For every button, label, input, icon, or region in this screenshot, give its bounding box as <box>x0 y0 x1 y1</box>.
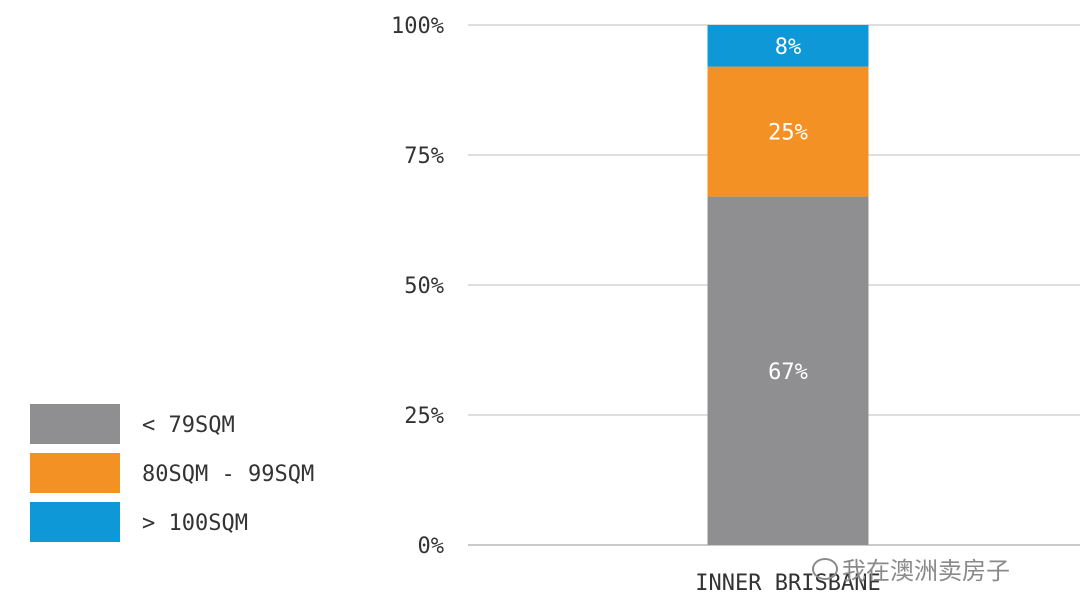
legend-swatch <box>30 453 120 493</box>
bar-segment <box>707 66 869 197</box>
bars: 67% 25% 8% <box>707 25 869 545</box>
watermark-text: 我在澳洲卖房子 <box>842 557 1010 585</box>
legend-swatch <box>30 502 120 542</box>
y-tick-label: 0% <box>418 534 445 559</box>
x-axis-category-labels: INNER BRISBANE <box>695 571 880 596</box>
watermark: 我在澳洲卖房子 <box>812 551 1010 586</box>
y-tick-label: 100% <box>391 14 444 39</box>
y-axis-tick-labels: 0% 25% 50% 75% 100% <box>391 14 444 559</box>
bar-segment-label: 67% <box>768 360 808 385</box>
legend: < 79SQM 80SQM - 99SQM > 100SQM <box>30 404 314 542</box>
bar-segment <box>707 196 869 545</box>
bar-segment-label: 8% <box>775 35 802 60</box>
legend-swatch <box>30 404 120 444</box>
legend-label: > 100SQM <box>142 511 248 536</box>
y-tick-label: 50% <box>404 274 444 299</box>
x-category-label: INNER BRISBANE <box>695 571 880 596</box>
wechat-icon <box>812 557 838 580</box>
bar-segment-label: 25% <box>768 121 808 146</box>
y-tick-label: 25% <box>404 404 444 429</box>
bar-segment <box>707 25 869 67</box>
y-tick-label: 75% <box>404 144 444 169</box>
legend-label: < 79SQM <box>142 413 235 438</box>
legend-label: 80SQM - 99SQM <box>142 462 314 487</box>
